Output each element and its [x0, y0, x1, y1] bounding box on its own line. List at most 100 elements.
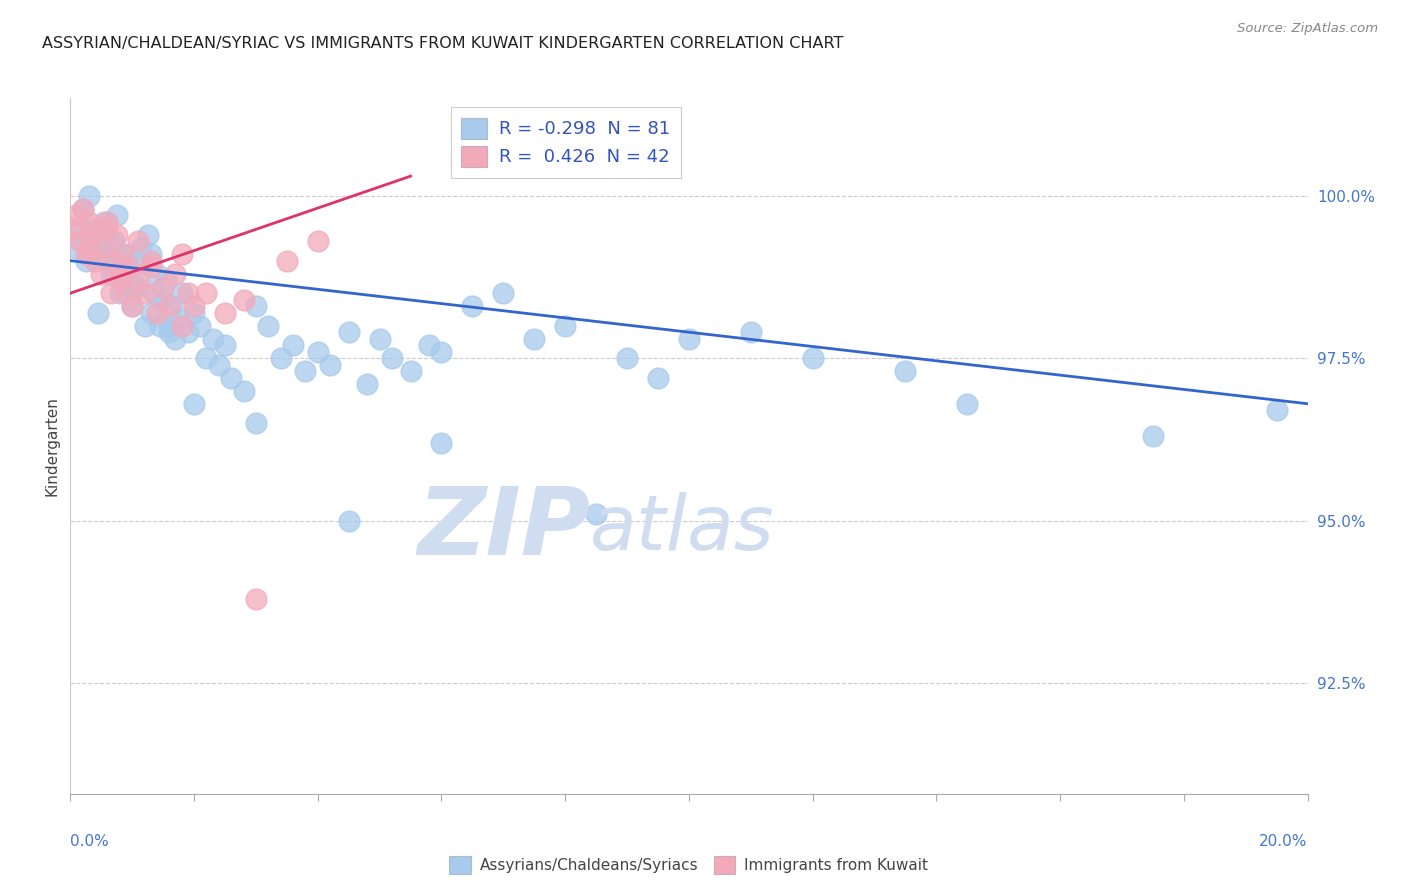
Point	[111, 253, 134, 268]
Point	[90, 267, 112, 281]
Point	[105, 208, 128, 222]
Point	[80, 234, 103, 248]
Point	[108, 273, 131, 287]
Point	[492, 286, 515, 301]
Point	[170, 318, 193, 333]
Point	[62, 221, 84, 235]
Point	[75, 247, 97, 261]
Point	[118, 247, 141, 261]
Point	[183, 306, 205, 320]
Point	[134, 318, 156, 333]
Point	[188, 318, 211, 333]
Point	[96, 253, 118, 268]
Point	[157, 318, 180, 333]
Point	[100, 267, 122, 281]
Point	[167, 312, 190, 326]
Point	[183, 299, 205, 313]
Point	[139, 260, 162, 275]
Point	[430, 344, 453, 359]
Point	[121, 299, 143, 313]
Point	[69, 234, 91, 248]
Point	[103, 253, 125, 268]
Point	[139, 306, 162, 320]
Point	[616, 351, 638, 366]
Point	[647, 370, 669, 384]
Point	[121, 279, 143, 293]
Point	[69, 221, 91, 235]
Point	[127, 273, 149, 287]
Text: 20.0%: 20.0%	[1260, 834, 1308, 849]
Point	[96, 221, 118, 235]
Text: ZIP: ZIP	[418, 483, 591, 575]
Point	[127, 279, 149, 293]
Point	[1265, 403, 1288, 417]
Point	[319, 358, 342, 372]
Point	[157, 325, 180, 339]
Point	[72, 202, 94, 216]
Point	[381, 351, 404, 366]
Point	[165, 332, 187, 346]
Point	[90, 247, 112, 261]
Point	[77, 215, 100, 229]
Point	[170, 286, 193, 301]
Point	[105, 227, 128, 242]
Point	[108, 267, 131, 281]
Point	[136, 227, 159, 242]
Point	[146, 267, 169, 281]
Point	[72, 202, 94, 216]
Point	[294, 364, 316, 378]
Point	[232, 384, 254, 398]
Text: 0.0%: 0.0%	[70, 834, 110, 849]
Point	[740, 325, 762, 339]
Point	[430, 435, 453, 450]
Point	[245, 416, 267, 430]
Point	[65, 241, 87, 255]
Point	[157, 299, 180, 313]
Point	[155, 273, 177, 287]
Point	[276, 253, 298, 268]
Point	[87, 306, 110, 320]
Point	[77, 241, 100, 255]
Point	[87, 221, 110, 235]
Point	[214, 306, 236, 320]
Point	[65, 208, 87, 222]
Point	[115, 273, 138, 287]
Point	[678, 332, 700, 346]
Point	[139, 247, 162, 261]
Point	[146, 306, 169, 320]
Point	[195, 286, 218, 301]
Point	[139, 253, 162, 268]
Point	[399, 364, 422, 378]
Point	[121, 299, 143, 313]
Point	[111, 247, 134, 261]
Point	[108, 286, 131, 301]
Text: Source: ZipAtlas.com: Source: ZipAtlas.com	[1237, 22, 1378, 36]
Point	[356, 377, 378, 392]
Point	[131, 241, 153, 255]
Point	[801, 351, 824, 366]
Point	[96, 227, 118, 242]
Legend: Assyrians/Chaldeans/Syriacs, Immigrants from Kuwait: Assyrians/Chaldeans/Syriacs, Immigrants …	[443, 850, 935, 880]
Point	[195, 351, 218, 366]
Point	[281, 338, 304, 352]
Point	[142, 286, 165, 301]
Point	[368, 332, 391, 346]
Point	[100, 286, 122, 301]
Point	[219, 370, 242, 384]
Point	[214, 338, 236, 352]
Point	[124, 260, 146, 275]
Point	[337, 514, 360, 528]
Point	[152, 279, 174, 293]
Point	[177, 325, 200, 339]
Point	[84, 221, 107, 235]
Point	[118, 260, 141, 275]
Point	[232, 293, 254, 307]
Point	[523, 332, 546, 346]
Point	[77, 188, 100, 202]
Point	[149, 318, 172, 333]
Point	[554, 318, 576, 333]
Text: ASSYRIAN/CHALDEAN/SYRIAC VS IMMIGRANTS FROM KUWAIT KINDERGARTEN CORRELATION CHAR: ASSYRIAN/CHALDEAN/SYRIAC VS IMMIGRANTS F…	[42, 36, 844, 51]
Point	[201, 332, 224, 346]
Point	[93, 241, 115, 255]
Point	[257, 318, 280, 333]
